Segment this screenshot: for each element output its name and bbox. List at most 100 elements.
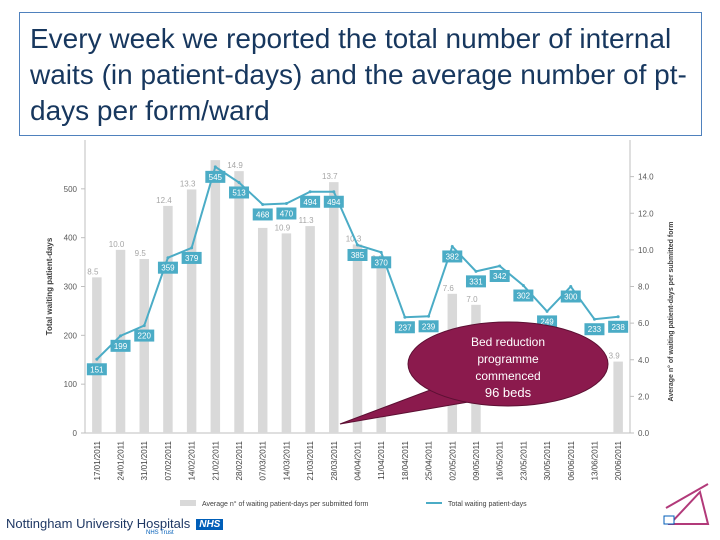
annotation-text: Bed reduction: [471, 335, 545, 349]
total-point-label: 494: [303, 198, 317, 207]
total-point-label: 382: [446, 252, 460, 261]
avg-bar: [186, 189, 197, 433]
avg-bar-label: 11.3: [299, 216, 315, 225]
x-tick-label: 17/01/2011: [93, 440, 102, 480]
avg-bar-label: 9.5: [135, 249, 147, 258]
y2-tick-label: 2.0: [638, 392, 650, 401]
avg-bar-label: 13.3: [180, 179, 196, 188]
y2-tick-label: 8.0: [638, 283, 650, 292]
total-point: [308, 190, 312, 194]
total-point-label: 233: [588, 325, 602, 334]
total-point-label: 545: [209, 173, 223, 182]
total-label-box: [229, 186, 250, 199]
x-tick-label: 28/03/2011: [330, 440, 339, 480]
total-point: [569, 285, 573, 288]
total-point: [379, 250, 383, 254]
avg-bar: [613, 361, 623, 433]
total-label-box: [489, 269, 510, 282]
total-point-label: 342: [493, 272, 507, 281]
total-label-box: [157, 261, 178, 274]
total-point-label: 249: [540, 317, 554, 326]
total-point: [521, 284, 525, 288]
annotation-bubble: [407, 321, 609, 407]
total-label-box: [86, 363, 107, 376]
total-point-label: 468: [256, 210, 270, 219]
avg-bar-label: 12.4: [156, 196, 172, 205]
total-point: [498, 264, 502, 268]
total-label-box: [181, 251, 202, 264]
total-label-box: [394, 321, 415, 334]
total-point-label: 370: [375, 258, 389, 267]
x-tick-label: 14/03/2011: [282, 440, 291, 480]
total-label-box: [300, 195, 321, 208]
total-label-box: [608, 320, 629, 333]
x-tick-label: 02/05/2011: [448, 440, 457, 480]
annotation-text: commenced: [475, 369, 540, 383]
y-tick-label: 0: [73, 429, 78, 438]
avg-bar-label: 14.9: [227, 161, 243, 170]
total-point: [166, 256, 170, 260]
avg-bar: [352, 244, 363, 433]
total-point-label: 239: [422, 322, 436, 331]
total-point: [356, 243, 359, 247]
total-point-label: 237: [398, 323, 412, 332]
total-point-label: 302: [517, 292, 531, 301]
total-point-label: 199: [114, 342, 128, 351]
x-tick-label: 23/05/2011: [519, 440, 528, 480]
x-tick-label: 21/03/2011: [306, 440, 315, 480]
legend-label-avg: Average n° of waiting patient-days per s…: [202, 500, 369, 508]
total-label-box: [560, 290, 581, 303]
total-point: [284, 201, 288, 205]
y2-tick-label: 12.0: [638, 209, 654, 218]
avg-bar: [163, 205, 173, 433]
total-point-label: 300: [564, 293, 578, 302]
total-label-box: [252, 208, 273, 221]
y2-tick-label: 0.0: [638, 429, 650, 438]
avg-bar: [329, 182, 339, 433]
y2-tick-label: 6.0: [638, 319, 650, 328]
total-label-box: [323, 195, 344, 208]
total-point: [95, 357, 99, 361]
y2-tick-label: 10.0: [638, 246, 654, 255]
avg-bar-label: 10.0: [109, 240, 125, 249]
avg-bar: [376, 264, 386, 433]
total-point: [474, 269, 478, 273]
total-point-label: 379: [185, 254, 199, 263]
total-point: [119, 334, 123, 338]
y2-tick-label: 14.0: [638, 173, 654, 182]
x-tick-label: 16/05/2011: [496, 440, 505, 480]
avg-bar-label: 7.6: [443, 284, 455, 293]
avg-bar: [281, 233, 292, 433]
avg-bar-label: 7.0: [466, 295, 478, 304]
y-tick-label: 100: [64, 380, 78, 389]
total-point-label: 220: [138, 332, 152, 341]
y-tick-label: 300: [64, 283, 78, 292]
total-point: [450, 244, 454, 248]
total-point-label: 238: [611, 323, 625, 332]
annotation-text: 96 beds: [485, 385, 532, 400]
total-point: [237, 180, 241, 184]
total-label-box: [347, 248, 368, 261]
avg-bar-label: 10.9: [275, 223, 291, 232]
x-tick-label: 31/01/2011: [140, 440, 149, 480]
x-tick-label: 04/04/2011: [354, 440, 363, 480]
total-label-box: [513, 289, 534, 302]
avg-bar: [234, 171, 244, 433]
x-tick-label: 13/06/2011: [590, 440, 599, 480]
org-name: Nottingham University Hospitals: [6, 516, 191, 531]
avg-bar: [210, 160, 221, 434]
title-box: Every week we reported the total number …: [19, 12, 702, 136]
total-point-label: 331: [469, 277, 483, 286]
x-tick-label: 28/02/2011: [235, 440, 244, 480]
total-point-label: 151: [90, 365, 104, 374]
total-label-box: [205, 170, 226, 183]
legend-label-total: Total waiting patient-days: [448, 501, 527, 508]
total-point: [142, 324, 146, 328]
x-tick-label: 06/06/2011: [567, 440, 576, 480]
total-label-box: [371, 256, 392, 269]
x-tick-label: 11/04/2011: [377, 440, 386, 479]
avg-bar: [92, 277, 102, 433]
y2-tick-label: 4.0: [638, 356, 650, 365]
total-label-box: [584, 323, 605, 336]
